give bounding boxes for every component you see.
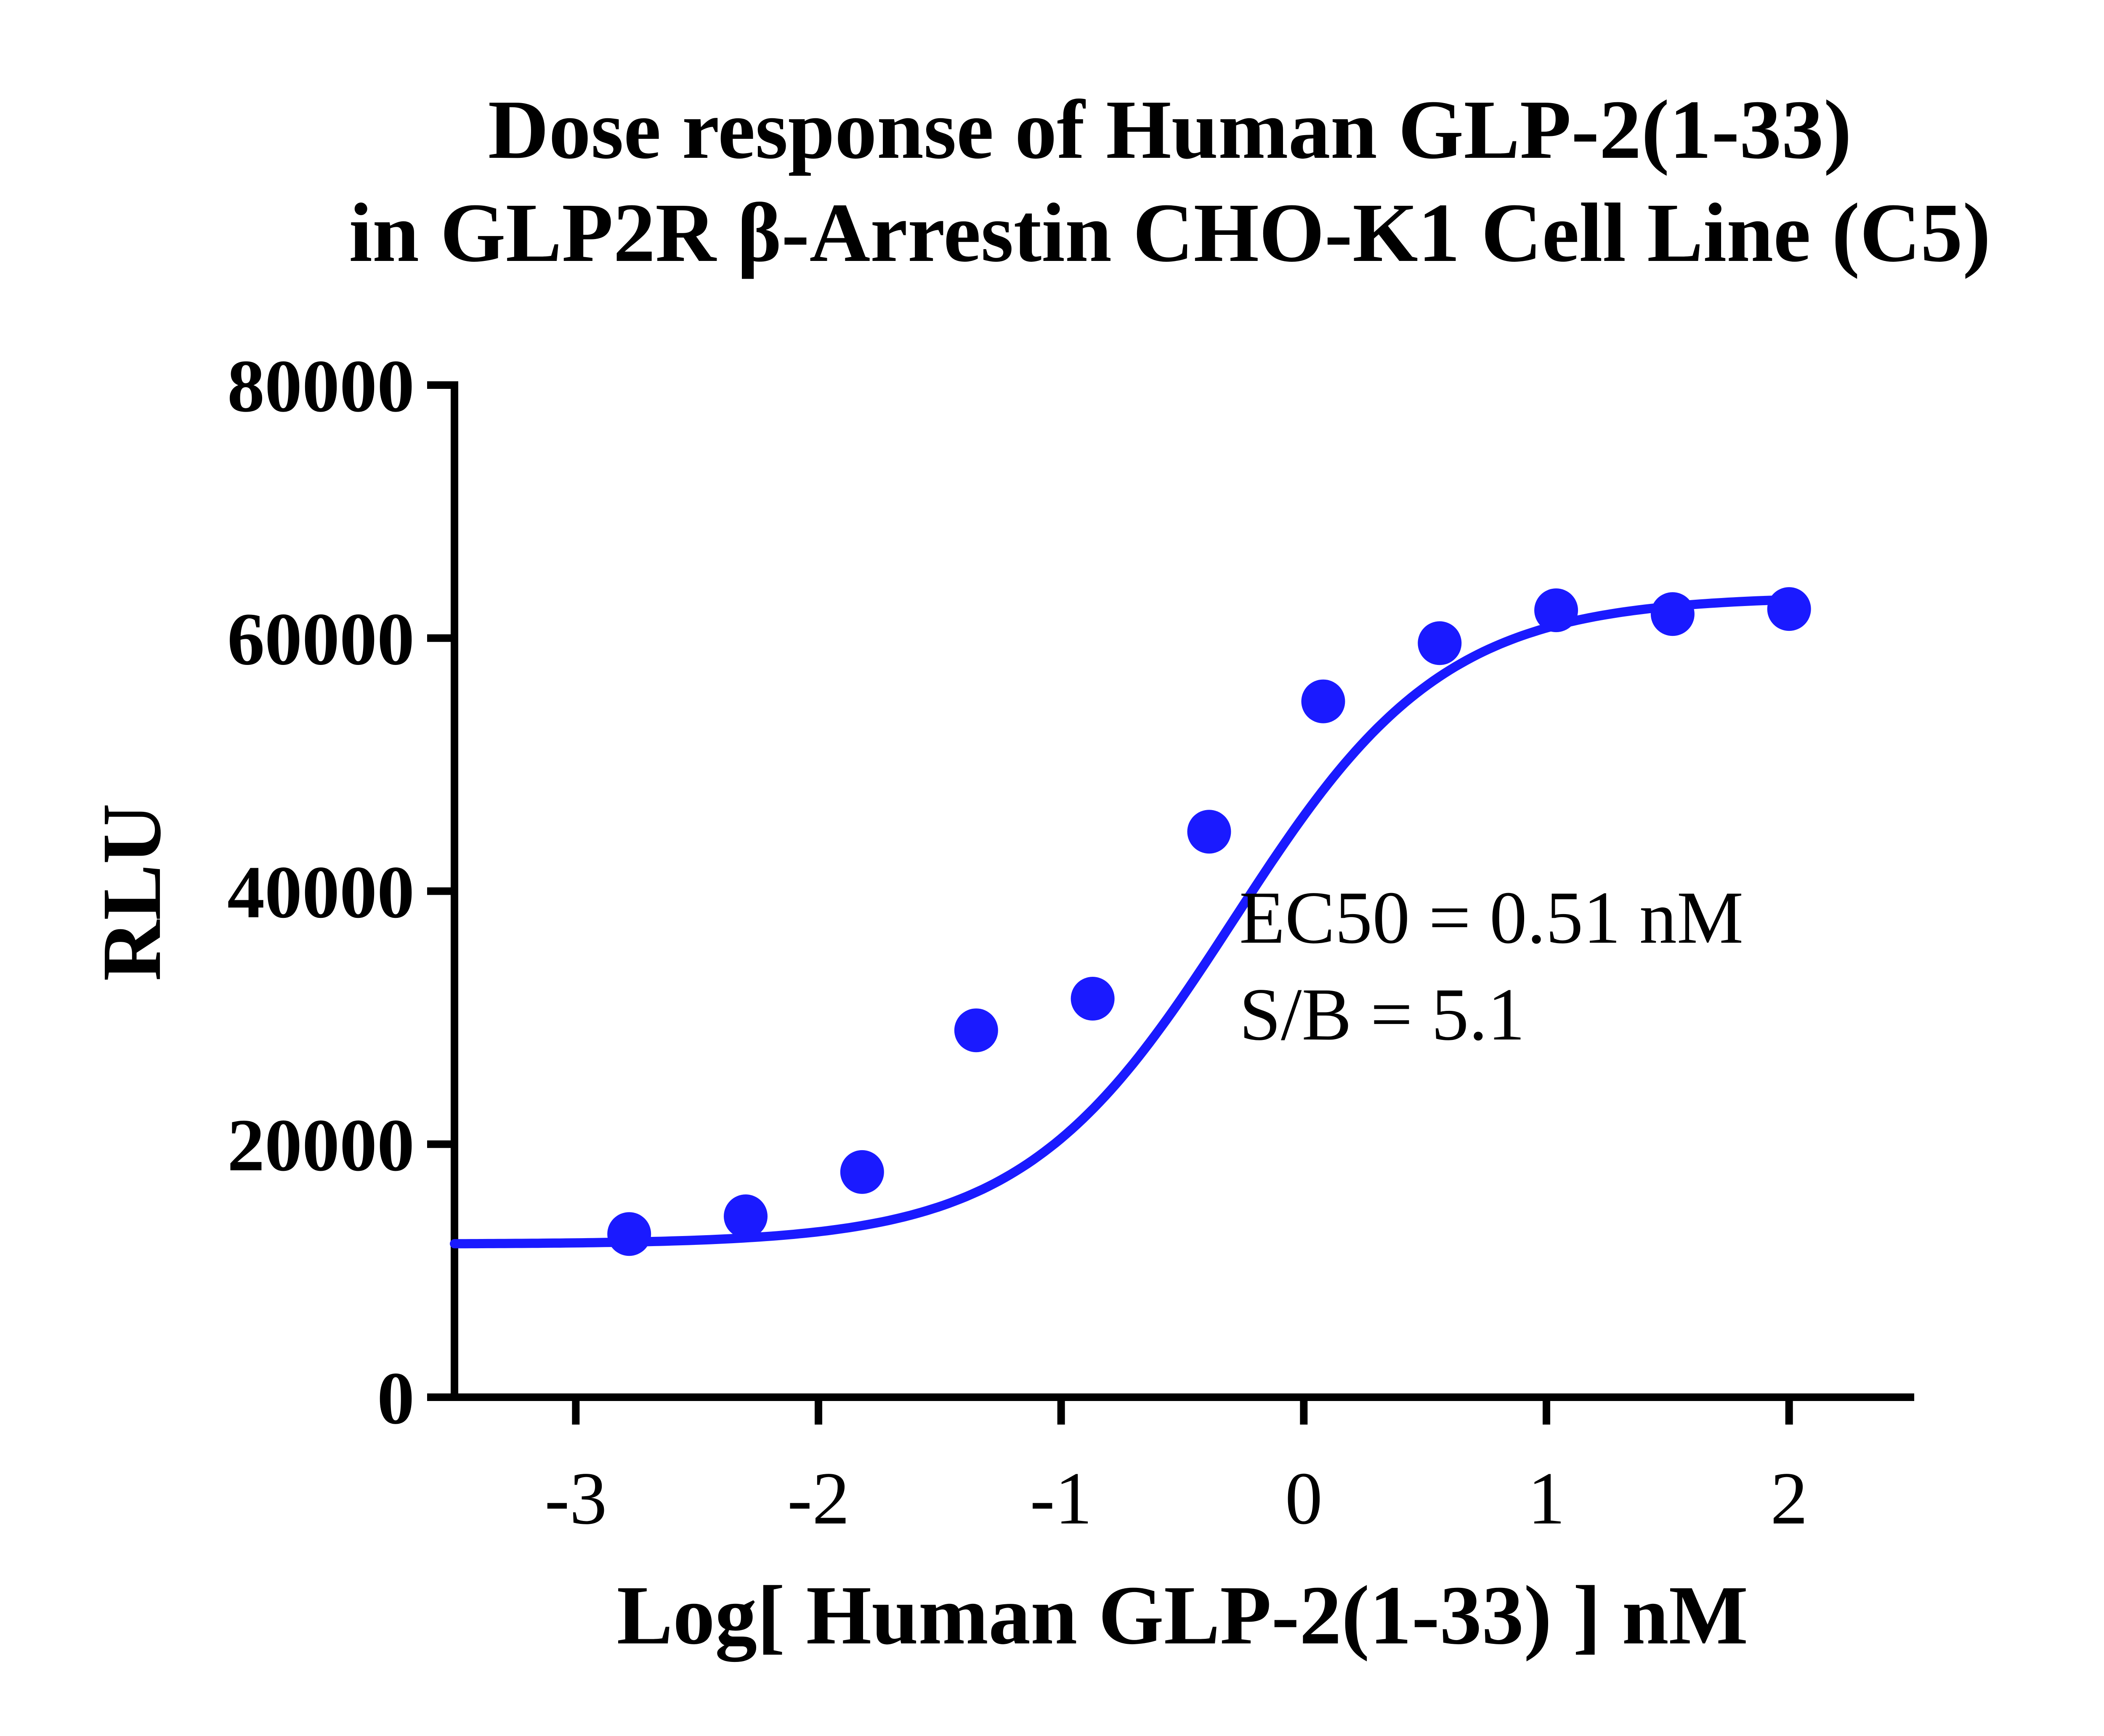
chart-title-line-2: in GLP2R β-Arrestin CHO-K1 Cell Line (C5… (349, 186, 1990, 279)
x-tick-label: -2 (787, 1457, 850, 1540)
y-tick-label: 40000 (227, 851, 414, 934)
y-axis-title: RLU (85, 803, 178, 981)
data-point (1071, 977, 1115, 1021)
y-axis-ticks: 0 20000 40000 60000 80000 (227, 344, 454, 1440)
x-tick-label: -3 (545, 1457, 607, 1540)
x-tick-label: -1 (1030, 1457, 1092, 1540)
fit-annotations: EC50 = 0.51 nM S/B = 5.1 (1239, 876, 1743, 1056)
data-point (1534, 588, 1578, 633)
x-tick-label: 1 (1528, 1457, 1565, 1540)
ec50-annotation: EC50 = 0.51 nM (1239, 876, 1743, 959)
chart-title: Dose response of Human GLP-2(1-33) in GL… (349, 83, 1990, 279)
signal-background-annotation: S/B = 5.1 (1239, 973, 1525, 1056)
data-point (1418, 621, 1462, 665)
x-tick-label: 0 (1285, 1457, 1323, 1540)
data-point (1301, 679, 1345, 723)
data-point (724, 1194, 768, 1239)
x-axis-title: Log[ Human GLP-2(1-33) ] nM (617, 1569, 1748, 1662)
data-point (1767, 587, 1811, 631)
data-point (840, 1150, 884, 1194)
chart-title-line-1: Dose response of Human GLP-2(1-33) (488, 83, 1852, 176)
y-tick-label: 20000 (227, 1103, 414, 1187)
data-point (607, 1212, 651, 1256)
data-point (954, 1008, 998, 1053)
x-tick-label: 2 (1770, 1457, 1808, 1540)
data-point (1650, 592, 1695, 636)
y-tick-label: 60000 (227, 597, 414, 681)
y-tick-label: 80000 (227, 344, 414, 428)
y-tick-label: 0 (377, 1356, 414, 1440)
data-point (1187, 810, 1231, 854)
x-axis-ticks: -3 -2 -1 0 1 2 (545, 1397, 1808, 1540)
data-points (607, 587, 1811, 1256)
